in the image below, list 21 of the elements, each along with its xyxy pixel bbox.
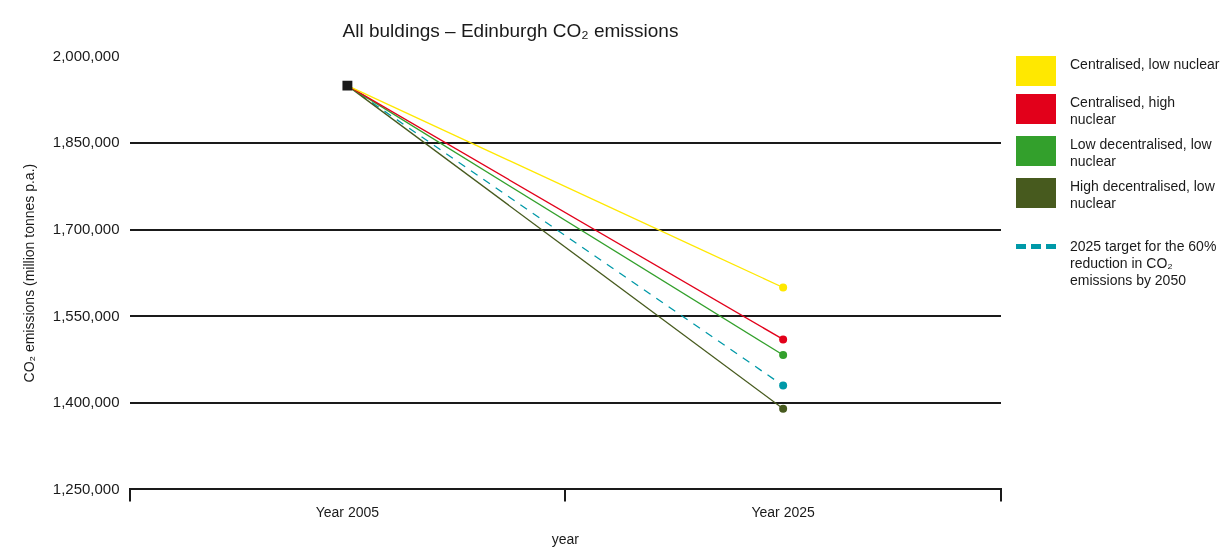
y-tick-label: 1,400,000 <box>52 393 120 411</box>
point <box>779 381 788 390</box>
point <box>779 335 788 344</box>
point <box>779 404 788 413</box>
legend-label: 2025 target for the 60% reduction in CO₂ emissions by 2050 <box>1070 238 1218 289</box>
chart-title: All buldings – Edinburgh CO₂ emissions <box>342 19 679 41</box>
x-tick-label: Year 2025 <box>751 503 815 520</box>
legend-label: Centralised, low nuclear <box>1070 56 1220 73</box>
y-tick-label: 1,550,000 <box>52 306 120 324</box>
legend-label: Low decentralised, low nuclear <box>1070 136 1213 170</box>
legend-label: High decentralised, low nuclear <box>1070 178 1216 212</box>
legend-label: Centralised, high nuclear <box>1070 94 1177 128</box>
x-tick-label: Year 2005 <box>315 503 380 520</box>
y-axis-title: CO₂ emissions (million tonnes p.a.) <box>21 163 38 383</box>
point <box>779 283 788 292</box>
x-axis-title: year <box>551 531 580 548</box>
y-tick-label: 1,700,000 <box>52 219 120 237</box>
y-tick-label: 1,250,000 <box>52 479 120 497</box>
point <box>779 351 788 360</box>
y-tick-label: 2,000,000 <box>52 46 120 64</box>
y-tick-label: 1,850,000 <box>52 133 120 151</box>
